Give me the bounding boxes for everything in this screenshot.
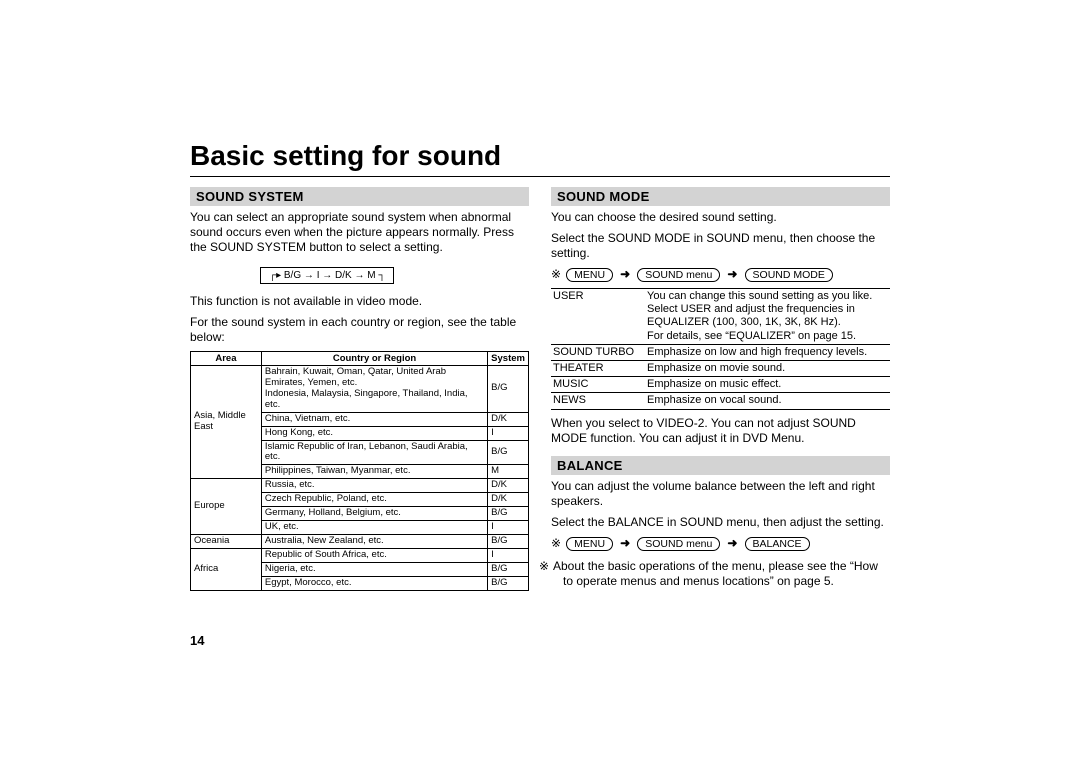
cell-mode-name: USER	[551, 289, 645, 345]
cell-country: Republic of South Africa, etc.	[261, 548, 487, 562]
reference-mark-icon: ※	[551, 267, 561, 281]
cell-country: Bahrain, Kuwait, Oman, Qatar, United Ara…	[261, 366, 487, 413]
right-column: SOUND MODE You can choose the desired so…	[551, 187, 890, 595]
cell-country: Egypt, Morocco, etc.	[261, 576, 487, 590]
cell-system: B/G	[488, 366, 529, 413]
balance-nav: ※ MENU ➜ SOUND menu ➜ BALANCE	[551, 536, 890, 551]
table-row: SOUND TURBOEmphasize on low and high fre…	[551, 344, 890, 360]
left-column: SOUND SYSTEM You can select an appropria…	[190, 187, 529, 595]
cell-area: Oceania	[191, 534, 262, 548]
table-row: OceaniaAustralia, New Zealand, etc.B/G	[191, 534, 529, 548]
table-row: Asia, Middle EastBahrain, Kuwait, Oman, …	[191, 366, 529, 413]
cell-system: D/K	[488, 479, 529, 493]
cell-system: D/K	[488, 493, 529, 507]
arrow-icon: ➜	[727, 536, 737, 550]
arrow-icon: →	[322, 270, 332, 281]
footnote-text: About the basic operations of the menu, …	[553, 559, 878, 588]
cell-mode-desc: Emphasize on music effect.	[645, 377, 890, 393]
cell-system: B/G	[488, 562, 529, 576]
cell-country: UK, etc.	[261, 521, 487, 535]
cell-country: Nigeria, etc.	[261, 562, 487, 576]
sound-mode-nav: ※ MENU ➜ SOUND menu ➜ SOUND MODE	[551, 267, 890, 282]
cell-system: I	[488, 521, 529, 535]
balance-select: Select the BALANCE in SOUND menu, then a…	[551, 515, 890, 530]
cycle-item: D/K	[335, 270, 352, 281]
cell-mode-name: NEWS	[551, 393, 645, 409]
reference-mark-icon: ※	[551, 536, 561, 550]
table-row: THEATEREmphasize on movie sound.	[551, 360, 890, 376]
table-row: USERYou can change this sound setting as…	[551, 289, 890, 345]
sound-system-intro: You can select an appropriate sound syst…	[190, 210, 529, 255]
table-header-country: Country or Region	[261, 352, 487, 366]
cell-system: B/G	[488, 534, 529, 548]
page-number: 14	[190, 633, 204, 648]
arrow-icon: →	[304, 270, 314, 281]
arrow-icon: ➜	[620, 536, 630, 550]
table-row: AfricaRepublic of South Africa, etc.I	[191, 548, 529, 562]
cell-system: B/G	[488, 507, 529, 521]
nav-pill-sound-menu: SOUND menu	[637, 537, 720, 551]
table-row: MUSICEmphasize on music effect.	[551, 377, 890, 393]
cell-area: Asia, Middle East	[191, 366, 262, 479]
sound-mode-intro: You can choose the desired sound setting…	[551, 210, 890, 225]
cell-country: Hong Kong, etc.	[261, 426, 487, 440]
cell-system: B/G	[488, 576, 529, 590]
table-header-system: System	[488, 352, 529, 366]
sound-mode-video2-note: When you select to VIDEO-2. You can not …	[551, 416, 890, 446]
nav-pill-sound-menu: SOUND menu	[637, 268, 720, 282]
table-header-area: Area	[191, 352, 262, 366]
arrow-icon: →	[354, 270, 364, 281]
cell-mode-desc: Emphasize on low and high frequency leve…	[645, 344, 890, 360]
cell-mode-desc: Emphasize on vocal sound.	[645, 393, 890, 409]
table-row: EuropeRussia, etc.D/K	[191, 479, 529, 493]
cycle-item: B/G	[284, 270, 301, 281]
cell-system: M	[488, 465, 529, 479]
cycle-end-arrow: ┐	[378, 270, 385, 281]
balance-intro: You can adjust the volume balance betwee…	[551, 479, 890, 509]
arrow-icon: ➜	[620, 267, 630, 281]
cycle-return-arrow: ┌▸	[269, 270, 281, 281]
nav-pill-sound-mode: SOUND MODE	[745, 268, 833, 282]
cell-country: Germany, Holland, Belgium, etc.	[261, 507, 487, 521]
nav-pill-menu: MENU	[566, 537, 613, 551]
page: Basic setting for sound SOUND SYSTEM You…	[0, 0, 1080, 763]
cell-mode-name: SOUND TURBO	[551, 344, 645, 360]
cell-country: Australia, New Zealand, etc.	[261, 534, 487, 548]
page-title: Basic setting for sound	[190, 140, 890, 172]
sound-mode-table: USERYou can change this sound setting as…	[551, 288, 890, 410]
sound-system-note-2: For the sound system in each country or …	[190, 315, 529, 345]
table-row: NEWSEmphasize on vocal sound.	[551, 393, 890, 409]
cell-system: D/K	[488, 412, 529, 426]
cell-country: Islamic Republic of Iran, Lebanon, Saudi…	[261, 440, 487, 465]
sound-system-cycle: ┌▸ B/G → I → D/K → M ┐	[260, 267, 394, 284]
cycle-item: I	[317, 270, 320, 281]
cell-area: Africa	[191, 548, 262, 590]
sound-system-table: Area Country or Region System Asia, Midd…	[190, 351, 529, 591]
sound-system-note-1: This function is not available in video …	[190, 294, 529, 309]
cell-area: Europe	[191, 479, 262, 535]
arrow-icon: ➜	[727, 267, 737, 281]
cell-mode-desc: Emphasize on movie sound.	[645, 360, 890, 376]
nav-pill-menu: MENU	[566, 268, 613, 282]
cell-mode-desc: You can change this sound setting as you…	[645, 289, 890, 345]
cell-country: Czech Republic, Poland, etc.	[261, 493, 487, 507]
nav-pill-balance: BALANCE	[745, 537, 810, 551]
cell-system: B/G	[488, 440, 529, 465]
sound-mode-header: SOUND MODE	[551, 187, 890, 206]
sound-system-header: SOUND SYSTEM	[190, 187, 529, 206]
cell-system: I	[488, 548, 529, 562]
title-divider	[190, 176, 890, 177]
cell-system: I	[488, 426, 529, 440]
sound-mode-select: Select the SOUND MODE in SOUND menu, the…	[551, 231, 890, 261]
cell-country: China, Vietnam, etc.	[261, 412, 487, 426]
cell-mode-name: MUSIC	[551, 377, 645, 393]
columns: SOUND SYSTEM You can select an appropria…	[190, 187, 890, 595]
cell-mode-name: THEATER	[551, 360, 645, 376]
cell-country: Philippines, Taiwan, Myanmar, etc.	[261, 465, 487, 479]
cycle-item: M	[367, 270, 375, 281]
menu-operations-footnote: ※About the basic operations of the menu,…	[551, 559, 890, 589]
balance-header: BALANCE	[551, 456, 890, 475]
cell-country: Russia, etc.	[261, 479, 487, 493]
